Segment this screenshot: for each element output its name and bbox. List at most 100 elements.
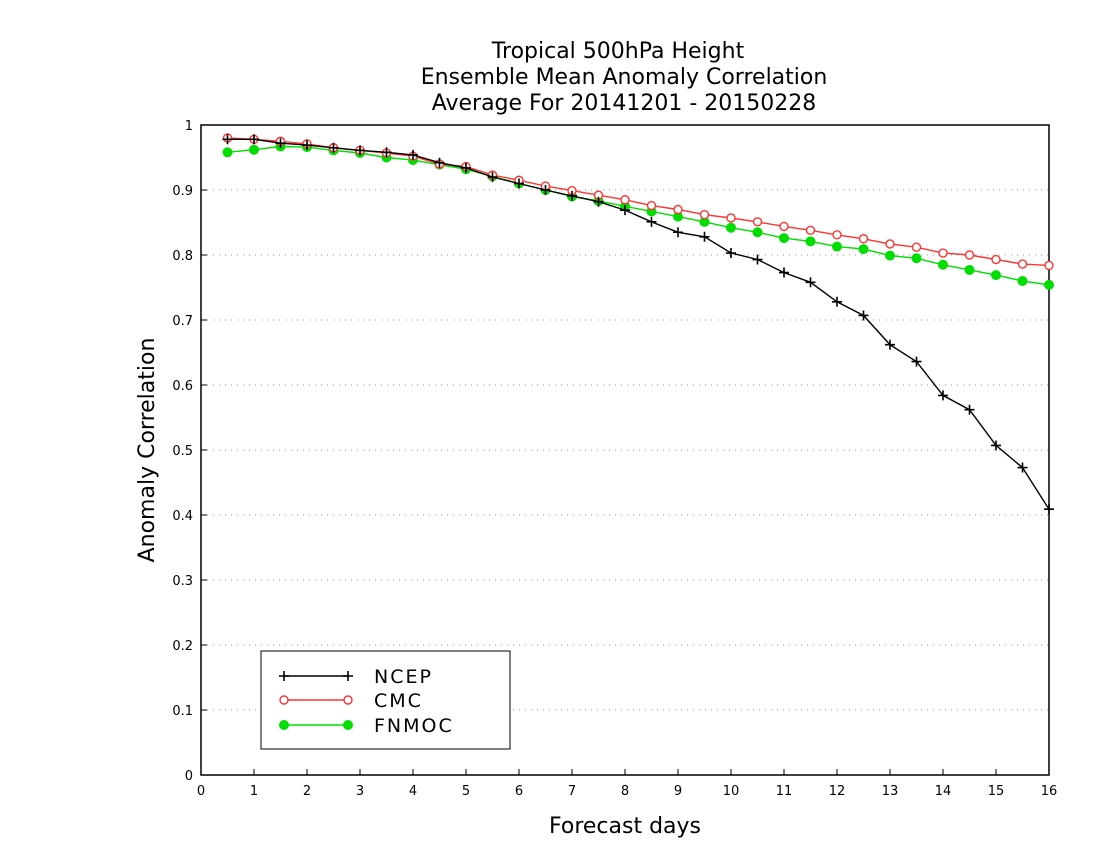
data-point-ncep: [911, 356, 922, 367]
legend-label-fnmoc: FNMOC: [374, 715, 454, 737]
y-tick-label: 0.4: [172, 509, 193, 524]
data-point-cmc: [832, 230, 842, 240]
series-cmc: [222, 133, 1054, 271]
data-point-ncep: [461, 162, 471, 173]
data-point-ncep: [779, 267, 789, 278]
data-point-ncep: [355, 145, 365, 156]
data-point-ncep: [832, 296, 842, 307]
data-point-ncep: [249, 134, 259, 145]
data-point-ncep: [222, 134, 233, 145]
data-point-fnmoc: [938, 259, 948, 270]
data-point-ncep: [381, 147, 392, 158]
legend-item-cmc: CMC: [279, 690, 421, 712]
y-tick-label: 0.5: [172, 444, 193, 459]
y-tick-label: 1: [185, 119, 193, 134]
data-point-cmc: [1044, 260, 1054, 271]
gridlines: [201, 189, 1049, 711]
data-point-cmc: [938, 248, 948, 258]
data-point-ncep: [858, 310, 869, 321]
legend-marker: [343, 720, 353, 730]
data-point-cmc: [964, 250, 975, 260]
x-tick-label: 9: [674, 784, 682, 799]
y-axis-ticks: 0 0.1 0.2 0.3 0.4 0.5 0.6 0.7 0.8 0.9 1: [172, 119, 207, 784]
data-point-ncep: [805, 277, 816, 288]
data-point-cmc: [991, 254, 1001, 265]
data-point-fnmoc: [752, 227, 763, 238]
data-point-cmc: [858, 234, 869, 244]
y-tick-label: 0.7: [172, 314, 193, 329]
x-tick-label: 10: [723, 784, 740, 799]
series-line-ncep: [227, 138, 1050, 510]
data-point-ncep: [885, 339, 895, 350]
data-point-cmc: [1017, 259, 1028, 269]
data-point-ncep: [673, 227, 683, 238]
legend-marker: [279, 695, 289, 705]
data-point-ncep: [487, 172, 498, 182]
data-point-fnmoc: [222, 147, 233, 158]
legend-marker: [279, 671, 289, 681]
data-point-fnmoc: [779, 233, 789, 244]
x-tick-label: 11: [776, 784, 793, 799]
data-point-ncep: [328, 142, 339, 153]
chart-title-line-2: Ensemble Mean Anomaly Correlation: [421, 65, 828, 90]
data-point-ncep: [302, 140, 312, 151]
data-point-fnmoc: [964, 264, 975, 275]
data-point-fnmoc: [832, 241, 842, 252]
x-axis-ticks: 0 1 2 3 4 5 6 7 8 9 10 11 12 13 14 15 16: [197, 769, 1057, 799]
data-point-ncep: [991, 440, 1001, 451]
data-point-ncep: [699, 231, 710, 242]
data-point-cmc: [699, 209, 710, 220]
series-line-cmc: [227, 137, 1050, 267]
data-point-cmc: [673, 204, 683, 215]
data-point-ncep: [726, 248, 736, 259]
data-point-fnmoc: [911, 253, 922, 264]
x-tick-label: 5: [462, 784, 470, 799]
data-point-cmc: [646, 200, 657, 211]
data-point-fnmoc: [1017, 276, 1028, 286]
data-point-fnmoc: [249, 144, 259, 155]
x-tick-label: 16: [1041, 784, 1058, 799]
data-point-ncep: [514, 178, 524, 189]
data-point-fnmoc: [991, 270, 1001, 281]
data-point-ncep: [567, 190, 577, 201]
x-tick-label: 13: [882, 784, 899, 799]
chart-title-line-3: Average For 20141201 - 20150228: [432, 91, 817, 116]
data-point-ncep: [593, 196, 604, 207]
data-point-cmc: [911, 242, 922, 252]
legend-item-fnmoc: FNMOC: [279, 715, 454, 737]
y-tick-label: 0: [185, 769, 193, 784]
data-point-cmc: [805, 225, 816, 236]
data-point-cmc: [885, 239, 895, 249]
y-tick-label: 0.1: [172, 704, 193, 719]
data-point-ncep: [646, 216, 657, 227]
x-tick-label: 1: [250, 784, 258, 799]
data-point-ncep: [408, 149, 418, 160]
x-tick-label: 0: [197, 784, 205, 799]
data-point-fnmoc: [1044, 279, 1054, 290]
data-point-ncep: [540, 185, 551, 195]
data-point-ncep: [620, 205, 630, 216]
data-point-fnmoc: [805, 236, 816, 247]
data-point-cmc: [752, 217, 763, 227]
x-tick-label: 12: [829, 784, 846, 799]
x-tick-label: 6: [515, 784, 523, 799]
data-point-fnmoc: [858, 244, 869, 255]
legend-item-ncep: NCEP: [279, 666, 433, 688]
data-point-cmc: [726, 213, 736, 223]
y-tick-label: 0.2: [172, 639, 193, 654]
data-point-ncep: [275, 138, 286, 149]
data-point-ncep: [964, 404, 975, 415]
data-point-ncep: [752, 254, 763, 265]
data-point-ncep: [938, 390, 948, 401]
legend-label-ncep: NCEP: [374, 666, 433, 688]
series-layer: [222, 133, 1054, 515]
x-tick-label: 3: [356, 784, 364, 799]
x-tick-label: 15: [988, 784, 1005, 799]
chart-title: Tropical 500hPa Height Ensemble Mean Ano…: [421, 39, 828, 116]
x-tick-label: 4: [409, 784, 417, 799]
data-point-cmc: [620, 195, 630, 205]
x-tick-label: 7: [568, 784, 576, 799]
data-point-ncep: [434, 157, 445, 168]
x-tick-label: 2: [303, 784, 311, 799]
